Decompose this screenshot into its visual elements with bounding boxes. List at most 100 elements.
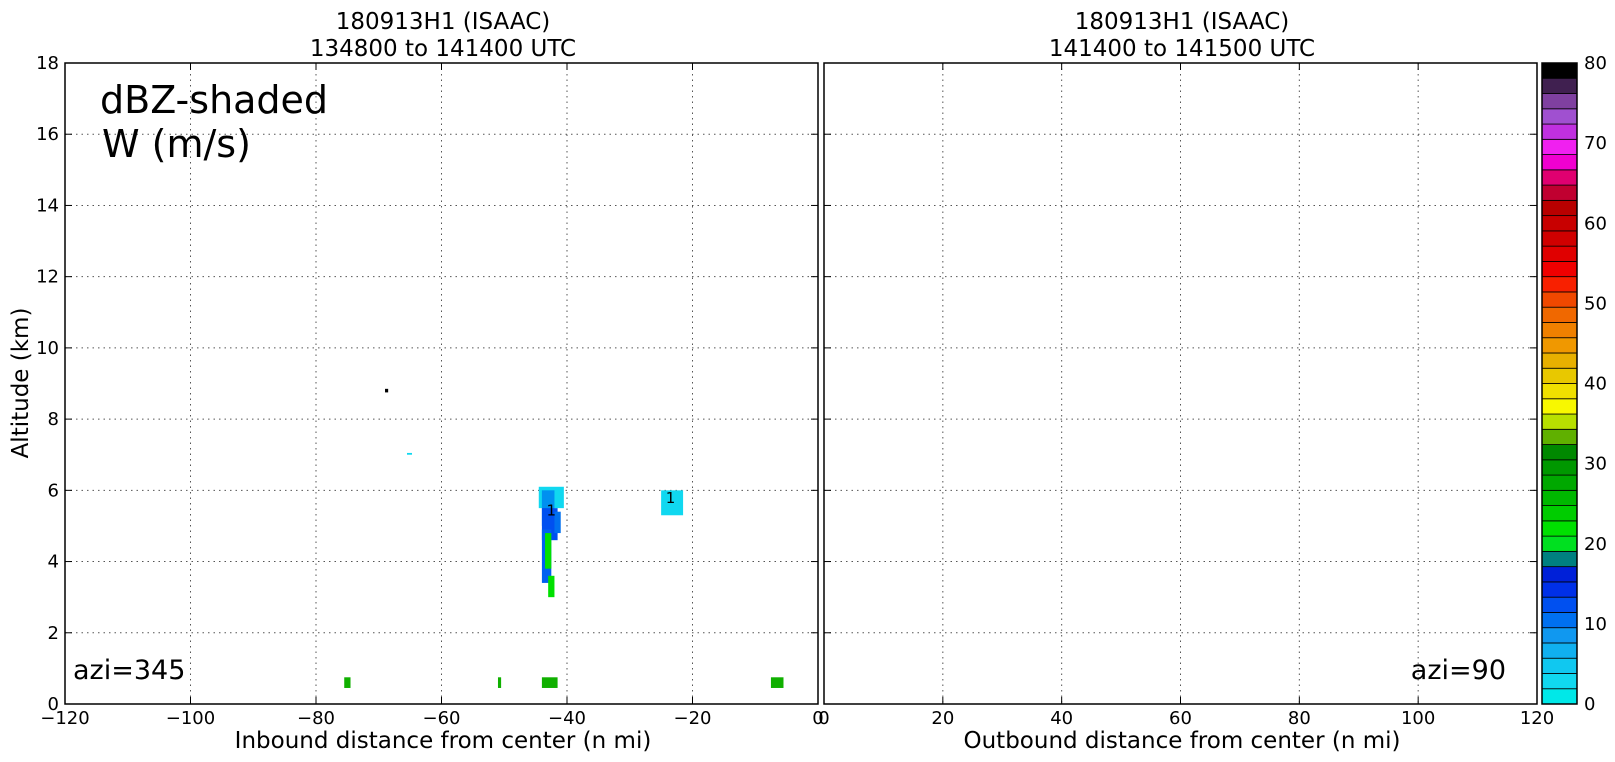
colorbar-swatch <box>1541 337 1578 354</box>
right-panel: 180913H1 (ISAAC) 141400 to 141500 UTC 0 2… <box>818 9 1554 754</box>
colorbar-swatch <box>1541 627 1578 644</box>
left-panel: 180913H1 (ISAAC) 134800 to 141400 UTC −1… <box>8 9 824 754</box>
left-azimuth-label: azi=345 <box>73 655 185 686</box>
y-tick-label: 0 <box>48 694 59 715</box>
colorbar-swatch <box>1541 108 1578 125</box>
colorbar-swatch <box>1541 596 1578 613</box>
colorbar-tick-label: 10 <box>1584 614 1607 635</box>
right-x-tick-label: 40 <box>1050 708 1073 729</box>
colorbar-tick-label: 30 <box>1584 454 1607 475</box>
colorbar-ticks: 0 10 20 30 40 50 60 70 80 <box>1584 53 1607 715</box>
colorbar-swatch <box>1541 261 1578 278</box>
colorbar-swatch <box>1541 535 1578 552</box>
left-grid <box>65 63 818 704</box>
colorbar-swatch <box>1541 367 1578 384</box>
colorbar-swatch <box>1541 276 1578 293</box>
echo-cell <box>661 490 684 516</box>
right-title-line1: 180913H1 (ISAAC) <box>1075 9 1290 35</box>
y-axis-label: Altitude (km) <box>8 308 34 459</box>
echo-cell <box>548 575 555 598</box>
colorbar-swatch <box>1541 383 1578 400</box>
colorbar-swatch <box>1541 413 1578 430</box>
echo-cell <box>406 452 413 455</box>
colorbar-swatch <box>1541 520 1578 537</box>
left-x-ticks: −120 −100 −80 −60 −40 −20 0 <box>40 63 824 729</box>
colorbar-frame <box>1541 62 1578 705</box>
colorbar-swatch <box>1541 199 1578 217</box>
contour-label: 1 <box>666 489 676 507</box>
colorbar-tick-label: 60 <box>1584 213 1607 234</box>
right-azimuth-label: azi=90 <box>1411 655 1506 686</box>
colorbar-tick-label: 80 <box>1584 53 1607 74</box>
left-x-tick-label: −120 <box>40 708 89 729</box>
echo-cell <box>497 677 502 688</box>
right-x-tick-label: 0 <box>818 708 829 729</box>
y-tick-label: 4 <box>48 552 59 573</box>
colorbar-swatch <box>1541 291 1578 308</box>
colorbar-swatch <box>1541 444 1578 461</box>
colorbar-swatches <box>1541 62 1578 705</box>
colorbar-tick-label: 70 <box>1584 133 1607 154</box>
colorbar-swatch <box>1541 77 1578 94</box>
colorbar-swatch <box>1541 673 1578 690</box>
dbz-colorbar: 0 10 20 30 40 50 60 70 80 <box>1541 53 1607 715</box>
colorbar-swatch <box>1541 642 1578 659</box>
colorbar-swatch <box>1541 93 1578 110</box>
left-x-tick-label: 0 <box>812 708 823 729</box>
left-x-axis-label: Inbound distance from center (n mi) <box>235 728 652 754</box>
colorbar-swatch <box>1541 505 1578 522</box>
colorbar-swatch <box>1541 612 1578 629</box>
left-x-tick-label: −40 <box>548 708 586 729</box>
colorbar-swatch <box>1541 428 1578 445</box>
y-tick-label: 14 <box>36 195 59 216</box>
colorbar-swatch <box>1541 550 1578 568</box>
left-x-tick-label: −60 <box>423 708 461 729</box>
right-y-ticks <box>824 62 1537 705</box>
left-y-ticks: 0 2 4 6 8 10 12 14 16 18 <box>36 53 818 715</box>
echo-cell <box>545 533 552 569</box>
colorbar-swatch <box>1541 62 1578 79</box>
colorbar-tick-label: 0 <box>1584 694 1595 715</box>
colorbar-swatch <box>1541 657 1578 674</box>
y-tick-label: 2 <box>48 623 59 644</box>
colorbar-swatch <box>1541 398 1578 415</box>
right-x-tick-label: 80 <box>1288 708 1311 729</box>
colorbar-swatch <box>1541 322 1578 339</box>
left-title-line2: 134800 to 141400 UTC <box>310 36 576 62</box>
y-tick-label: 10 <box>36 338 59 359</box>
colorbar-swatch <box>1541 474 1578 491</box>
right-x-tick-label: 60 <box>1169 708 1192 729</box>
left-x-tick-label: −100 <box>166 708 215 729</box>
echo-cell <box>385 388 389 393</box>
shading-annotation: dBZ-shaded <box>100 78 328 122</box>
colorbar-swatch <box>1541 154 1578 171</box>
colorbar-swatch <box>1541 215 1578 232</box>
colorbar-swatch <box>1541 352 1578 369</box>
right-title-line2: 141400 to 141500 UTC <box>1049 36 1315 62</box>
left-x-tick-label: −80 <box>297 708 335 729</box>
colorbar-swatch <box>1541 566 1578 583</box>
echo-cell <box>554 511 561 534</box>
colorbar-swatch <box>1541 169 1578 186</box>
left-echo-cells <box>344 388 784 688</box>
echo-cell <box>344 677 351 688</box>
left-title-line1: 180913H1 (ISAAC) <box>336 9 551 35</box>
colorbar-tick-label: 50 <box>1584 293 1607 314</box>
colorbar-swatch <box>1541 230 1578 247</box>
left-x-tick-label: −20 <box>674 708 712 729</box>
contour-label: 1 <box>547 501 557 519</box>
right-x-tick-label: 20 <box>931 708 954 729</box>
colorbar-swatch <box>1541 123 1578 140</box>
colorbar-tick-label: 40 <box>1584 374 1607 395</box>
colorbar-swatch <box>1541 184 1578 201</box>
y-tick-label: 18 <box>36 53 59 74</box>
colorbar-swatch <box>1541 581 1578 598</box>
colorbar-swatch <box>1541 245 1578 262</box>
colorbar-swatch <box>1541 306 1578 323</box>
right-x-tick-label: 100 <box>1401 708 1435 729</box>
y-tick-label: 6 <box>48 480 59 501</box>
contour-annotation: W (m/s) <box>102 122 251 166</box>
colorbar-swatch <box>1541 138 1578 155</box>
right-x-axis-label: Outbound distance from center (n mi) <box>964 728 1401 754</box>
